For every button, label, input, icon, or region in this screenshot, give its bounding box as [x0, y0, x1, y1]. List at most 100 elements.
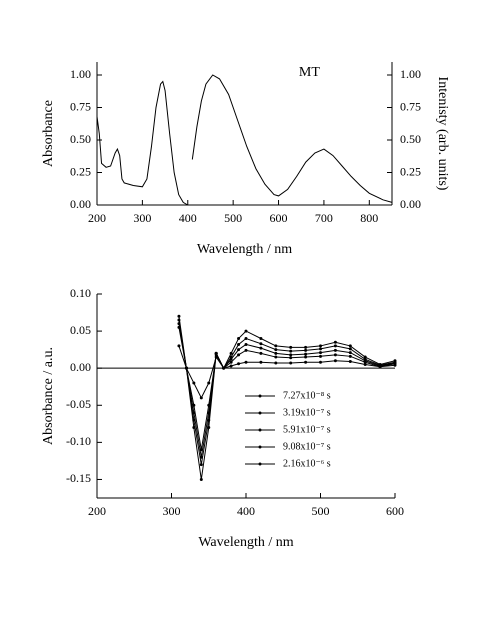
data-point — [348, 351, 352, 355]
data-point — [259, 346, 263, 350]
data-point — [192, 381, 196, 385]
data-point — [289, 353, 293, 357]
data-point — [237, 348, 241, 352]
data-point — [274, 351, 278, 355]
data-point — [244, 342, 248, 346]
data-point — [207, 381, 211, 385]
legend-label: 5.91x10⁻⁷ s — [283, 424, 331, 435]
data-point — [274, 361, 278, 365]
y-tick-label: 0.25 — [70, 164, 91, 178]
data-point — [237, 337, 241, 341]
y-tick-label: 0.00 — [70, 360, 91, 374]
data-point — [363, 360, 367, 364]
data-point — [259, 360, 263, 364]
data-point — [214, 353, 218, 357]
data-point — [199, 463, 203, 467]
data-point — [244, 329, 248, 333]
legend-marker — [258, 411, 262, 415]
data-point — [319, 360, 322, 364]
data-point — [199, 455, 203, 459]
data-point — [244, 348, 248, 352]
data-point — [319, 344, 322, 348]
chart: 200 300 400 500 600 -0.15 -0.10 -0.05 0.00 0.05 0.… — [41, 286, 404, 550]
data-point — [319, 354, 322, 358]
data-point — [289, 349, 293, 353]
y2-tick-label: 0.75 — [400, 99, 421, 113]
data-point — [363, 362, 367, 366]
y-tick-label: 0.50 — [70, 132, 91, 146]
x-tick-label: 200 — [88, 211, 106, 225]
data-point — [304, 345, 308, 349]
x-tick-label: 300 — [163, 504, 181, 518]
legend-marker — [258, 428, 262, 432]
data-point — [319, 347, 322, 351]
data-point — [289, 345, 293, 349]
data-point — [393, 363, 397, 367]
data-point — [348, 360, 352, 364]
data-point — [177, 344, 181, 348]
y2-tick-label: 0.50 — [400, 132, 421, 146]
data-point — [319, 351, 322, 355]
y-tick-label: -0.15 — [66, 471, 91, 485]
data-point — [192, 403, 196, 407]
series-line — [178, 316, 396, 480]
x-tick-label: 500 — [312, 504, 330, 518]
data-point — [333, 344, 337, 348]
x-tick-label: 600 — [386, 504, 404, 518]
x-tick-label: 700 — [315, 211, 333, 225]
data-point — [333, 348, 337, 352]
data-point — [333, 353, 337, 357]
data-point — [199, 396, 203, 400]
data-point — [333, 359, 337, 363]
data-point — [237, 342, 241, 346]
y2-axis-label: Intenisty (arb. units) — [435, 77, 450, 191]
x-tick-label: 200 — [88, 504, 106, 518]
data-point — [229, 351, 233, 355]
data-point — [229, 357, 233, 361]
data-point — [289, 361, 293, 365]
data-point — [177, 318, 181, 322]
y-tick-label: -0.10 — [66, 434, 91, 448]
data-point — [259, 337, 263, 341]
data-point — [348, 347, 352, 351]
data-point — [177, 314, 181, 318]
legend-label: 7.27x10⁻⁸ s — [283, 390, 331, 401]
legend-marker — [258, 462, 262, 466]
legend-marker — [258, 445, 262, 449]
legend-label: 9.08x10⁻⁷ s — [283, 441, 331, 452]
data-point — [184, 366, 188, 370]
data-point — [199, 448, 203, 452]
data-point — [207, 403, 211, 407]
data-point — [304, 348, 308, 352]
data-point — [229, 360, 233, 364]
data-point — [363, 355, 367, 359]
data-point — [177, 325, 181, 329]
y-tick-label: 0.75 — [70, 99, 91, 113]
data-point — [304, 355, 308, 359]
legend-label: 3.19x10⁻⁷ s — [283, 407, 331, 418]
x-tick-label: 800 — [360, 211, 378, 225]
series-line — [178, 345, 396, 399]
data-point — [259, 351, 263, 355]
data-point — [348, 344, 352, 348]
y-tick-label: 0.10 — [70, 286, 91, 300]
x-tick-label: 500 — [224, 211, 242, 225]
chart: 200 300 400 500 600 700 800 0.00 0.25 0.50 0.75 1.0… — [41, 62, 450, 257]
data-point — [304, 360, 308, 364]
x-tick-label: 300 — [133, 211, 151, 225]
y-tick-label: 1.00 — [70, 67, 91, 81]
data-point — [229, 364, 233, 368]
x-tick-label: 600 — [270, 211, 288, 225]
data-point — [237, 353, 241, 357]
series-line — [96, 80, 189, 206]
data-point — [199, 477, 203, 481]
x-tick-label: 400 — [237, 504, 255, 518]
x-axis-label: Wavelength / nm — [198, 535, 293, 550]
data-point — [378, 365, 382, 369]
series-line — [178, 327, 396, 450]
data-point — [214, 355, 218, 359]
y-tick-label: 0.00 — [70, 197, 91, 211]
legend-label: 2.16x10⁻⁶ s — [283, 458, 331, 469]
data-point — [244, 360, 248, 364]
